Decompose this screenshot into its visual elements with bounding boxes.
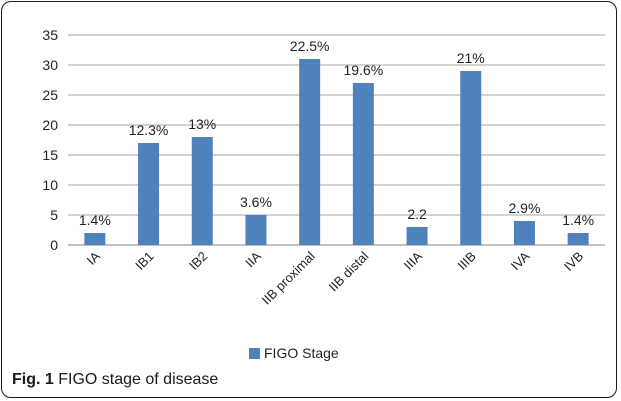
x-tick-label: IB1 — [132, 249, 156, 273]
data-label: 21% — [457, 50, 485, 66]
y-tick-label: 25 — [42, 87, 58, 103]
legend-swatch — [249, 348, 260, 359]
x-tick-label: IVB — [561, 249, 586, 274]
data-label: 1.4% — [79, 212, 111, 228]
bar — [352, 83, 374, 245]
x-tick-label: IIA — [242, 248, 264, 270]
bar — [138, 143, 160, 245]
x-tick-label: IIIA — [401, 248, 426, 273]
bar — [84, 233, 106, 245]
bar — [299, 59, 321, 245]
bar — [567, 233, 589, 245]
figure-caption: Fig. 1 FIGO stage of disease — [12, 371, 218, 389]
y-tick-label: 35 — [42, 27, 58, 43]
y-axis-ticks: 0 5 10 15 20 25 30 35 — [42, 27, 58, 253]
data-label: 22.5% — [290, 38, 330, 54]
bar — [513, 221, 535, 245]
data-label: 13% — [188, 116, 216, 132]
data-label: 2.9% — [508, 200, 540, 216]
y-tick-label: 10 — [42, 177, 58, 193]
figure-label: Fig. 1 — [12, 371, 54, 388]
bar — [460, 71, 482, 245]
data-label: 2.2 — [407, 206, 427, 222]
legend: FIGO Stage — [249, 345, 339, 361]
x-tick-label: IA — [84, 248, 104, 268]
x-tick-label: IIIB — [454, 249, 478, 273]
y-tick-label: 5 — [50, 207, 58, 223]
y-tick-label: 0 — [50, 237, 58, 253]
bar — [406, 227, 428, 245]
bar — [245, 215, 267, 245]
data-labels: 1.4% 12.3% 13% 3.6% 22.5% 19.6% 2.2 21% 2.9% 1.4% — [79, 38, 594, 228]
bars — [84, 59, 589, 245]
y-tick-label: 15 — [42, 147, 58, 163]
data-label: 12.3% — [129, 122, 169, 138]
x-tick-label: IVA — [508, 248, 533, 273]
y-tick-label: 30 — [42, 57, 58, 73]
data-label: 19.6% — [343, 62, 383, 78]
figure-caption-text: FIGO stage of disease — [58, 371, 219, 388]
x-tick-label: IIB distal — [326, 248, 372, 294]
data-label: 1.4% — [562, 212, 594, 228]
bar — [191, 137, 213, 245]
x-tick-label: IIB proximal — [259, 248, 318, 307]
y-tick-label: 20 — [42, 117, 58, 133]
data-label: 3.6% — [240, 194, 272, 210]
x-tick-label: IB2 — [186, 249, 210, 273]
legend-label: FIGO Stage — [264, 345, 339, 361]
